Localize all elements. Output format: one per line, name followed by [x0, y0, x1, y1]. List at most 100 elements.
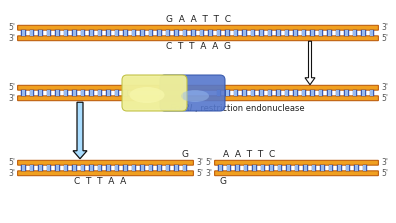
- Bar: [335, 90, 340, 96]
- Bar: [46, 165, 51, 171]
- Bar: [319, 31, 322, 35]
- Bar: [276, 30, 280, 36]
- Bar: [234, 90, 238, 96]
- Bar: [149, 31, 152, 35]
- Text: 3': 3': [381, 83, 388, 92]
- Bar: [89, 30, 93, 36]
- Bar: [22, 91, 25, 95]
- Bar: [217, 90, 221, 96]
- Bar: [132, 31, 135, 35]
- Text: 3': 3': [8, 169, 15, 178]
- Text: 3': 3': [8, 94, 15, 103]
- Text: C  T  T  A  A  G: C T T A A G: [166, 42, 230, 51]
- FancyBboxPatch shape: [17, 96, 379, 101]
- Bar: [115, 165, 118, 171]
- Bar: [217, 31, 220, 35]
- Bar: [353, 31, 356, 35]
- FancyBboxPatch shape: [17, 171, 193, 176]
- Bar: [362, 31, 365, 35]
- Bar: [98, 31, 101, 35]
- Bar: [21, 165, 25, 171]
- Bar: [124, 165, 127, 171]
- Bar: [141, 165, 144, 171]
- FancyBboxPatch shape: [17, 36, 379, 41]
- Bar: [338, 165, 341, 171]
- Bar: [242, 90, 246, 96]
- Bar: [251, 91, 254, 95]
- Bar: [235, 165, 240, 171]
- Bar: [175, 165, 178, 171]
- Bar: [114, 90, 119, 96]
- Bar: [39, 31, 42, 35]
- Bar: [270, 165, 273, 171]
- Bar: [123, 90, 128, 96]
- Bar: [183, 30, 187, 36]
- Bar: [90, 91, 93, 95]
- Bar: [29, 165, 34, 171]
- Bar: [38, 90, 42, 96]
- Bar: [192, 31, 195, 35]
- Bar: [227, 165, 230, 171]
- Bar: [361, 30, 366, 36]
- FancyBboxPatch shape: [215, 171, 379, 176]
- Bar: [72, 30, 76, 36]
- Bar: [63, 30, 68, 36]
- Bar: [208, 30, 213, 36]
- Bar: [106, 90, 110, 96]
- Bar: [328, 91, 331, 95]
- Bar: [107, 165, 110, 171]
- Bar: [268, 31, 271, 35]
- Bar: [370, 91, 373, 95]
- Bar: [217, 30, 221, 36]
- Bar: [55, 90, 59, 96]
- Text: 5': 5': [8, 23, 15, 32]
- Ellipse shape: [129, 87, 164, 103]
- Bar: [345, 91, 348, 95]
- Bar: [345, 31, 348, 35]
- Bar: [114, 165, 119, 171]
- Bar: [244, 165, 247, 171]
- Bar: [107, 91, 110, 95]
- Bar: [251, 30, 255, 36]
- Bar: [56, 165, 59, 171]
- Bar: [329, 165, 333, 171]
- Text: 3': 3': [381, 23, 388, 32]
- Bar: [225, 90, 230, 96]
- Bar: [131, 165, 136, 171]
- Bar: [370, 31, 373, 35]
- Bar: [38, 30, 42, 36]
- Bar: [63, 90, 68, 96]
- Bar: [268, 91, 271, 95]
- Text: C  T  T  A  A: C T T A A: [74, 177, 127, 186]
- Bar: [131, 30, 136, 36]
- Text: 3': 3': [8, 34, 15, 43]
- Bar: [243, 31, 246, 35]
- Bar: [293, 30, 297, 36]
- Bar: [98, 91, 101, 95]
- Bar: [39, 165, 42, 171]
- Bar: [80, 165, 85, 171]
- Bar: [361, 90, 366, 96]
- Bar: [369, 90, 374, 96]
- Bar: [318, 90, 323, 96]
- Bar: [226, 91, 229, 95]
- Bar: [353, 91, 356, 95]
- Bar: [97, 30, 102, 36]
- Bar: [301, 90, 306, 96]
- Bar: [310, 30, 314, 36]
- Text: 3': 3': [205, 169, 212, 178]
- Bar: [236, 165, 239, 171]
- Bar: [141, 31, 144, 35]
- Bar: [30, 91, 33, 95]
- Bar: [226, 31, 229, 35]
- Text: G: G: [220, 177, 227, 186]
- Bar: [329, 165, 332, 171]
- Bar: [327, 30, 331, 36]
- Bar: [287, 165, 290, 171]
- Bar: [321, 165, 324, 171]
- Bar: [319, 91, 322, 95]
- Bar: [252, 165, 257, 171]
- Bar: [183, 31, 186, 35]
- Bar: [261, 165, 265, 171]
- Bar: [285, 91, 288, 95]
